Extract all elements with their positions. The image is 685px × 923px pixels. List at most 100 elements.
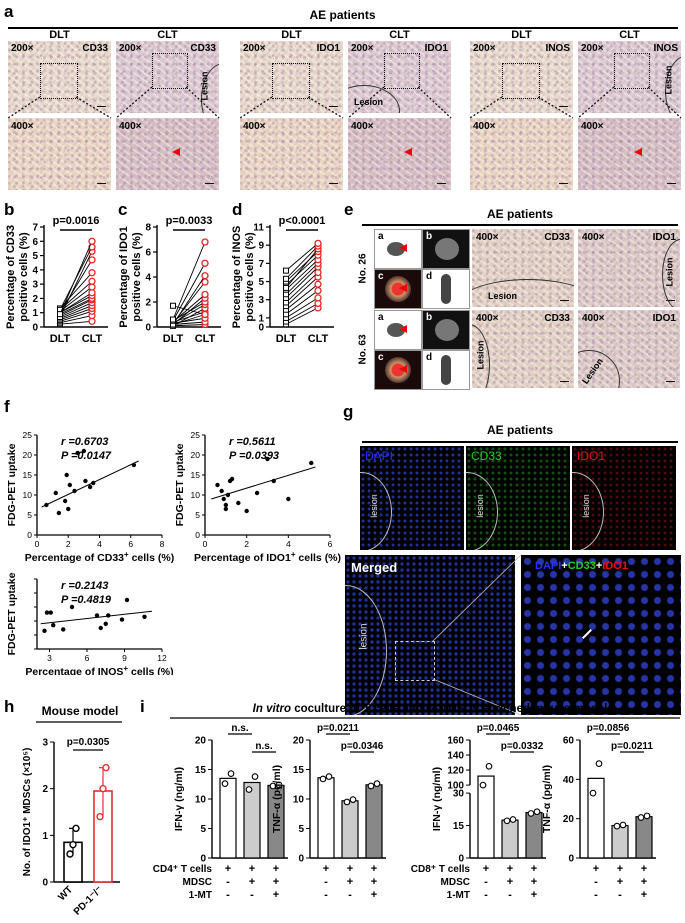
panel-f1-point-10 xyxy=(87,484,93,490)
panel-b-pair-line-9 xyxy=(59,292,93,314)
panel-e-case-1-ct-slice xyxy=(435,319,459,341)
panel-i-3-point-2-0 xyxy=(637,814,645,821)
panel-e-case-0-pet-2: c xyxy=(374,269,422,309)
panel-a-1-dlt-roi xyxy=(272,63,310,99)
panel-a-1-arrow-icon xyxy=(404,148,412,156)
panel-c-ytick-label-2: 4 xyxy=(145,273,151,284)
panel-f1-r: r =0.6703 xyxy=(61,436,108,448)
panel-f1-xtick-label-0: 0 xyxy=(35,539,40,549)
panel-i-2-sign-1-0: - xyxy=(484,876,488,888)
panel-i-2-point-2-0 xyxy=(527,810,535,817)
panel-i-2-sign-2-2: + xyxy=(531,889,537,901)
panel-f2-ytick-label-0: 0 xyxy=(195,530,200,540)
panel-d-ytick-label-2: 3 xyxy=(258,295,264,306)
panel-i-cd8-row-1: MDSC xyxy=(441,877,470,888)
panel-e-case-0-fusion-slice xyxy=(385,276,411,302)
panel-i-0-point-1-1 xyxy=(251,773,259,780)
panel-a-2-clt-400-scalebar xyxy=(667,182,676,184)
panel-a-1-left-label: DLT xyxy=(281,29,302,41)
panel-a-2-dlt-400-mag: 400× xyxy=(473,121,496,132)
panel-a-1-clt-400-texture xyxy=(348,118,451,190)
panel-i-3-sign-0-0: + xyxy=(593,863,599,875)
panel-d-pair-line-3 xyxy=(285,290,319,315)
panel-i-1-sig-label-0: p=0.0211 xyxy=(317,723,359,734)
panel-a-1-dlt-400: 400× xyxy=(240,118,343,190)
panel-a-2-dlt-200-scalebar xyxy=(559,105,568,107)
panel-i-3-sign-2-0: - xyxy=(594,889,598,901)
panel-a-2-dlt-roi xyxy=(502,63,540,99)
panel-f3-point-12 xyxy=(142,614,147,619)
panel-f3-r: r =0.2143 xyxy=(61,580,108,592)
panel-c-clt-point-14 xyxy=(201,238,209,246)
panel-i-0-sign-1-2: + xyxy=(273,876,279,888)
panel-e-case-0-pet-0-label: a xyxy=(378,231,384,242)
panel-i-3-point-1-1 xyxy=(619,821,627,829)
panel-f3-p: P =0.4819 xyxy=(61,594,112,606)
panel-d-ytick-label-1: 1 xyxy=(258,313,264,324)
panel-f1-ytick-label-0: 0 xyxy=(27,530,32,540)
panel-e-case-0-pet-1: b xyxy=(422,229,470,269)
panel-c-pair-line-8 xyxy=(172,297,206,325)
panel-b-ytick-label-4: 4 xyxy=(32,265,38,276)
panel-i-3-bar-1 xyxy=(611,824,629,859)
panel-e-case-1-fusion-slice xyxy=(385,357,411,383)
panel-b-xcat-0: DLT xyxy=(50,333,71,345)
panel-f1-fit-line xyxy=(41,460,139,508)
panel-i-1-bar-1 xyxy=(341,800,359,859)
panel-e-case-0-ct-slice xyxy=(435,238,459,260)
panel-i-2-ytick-label-0: 0 xyxy=(458,854,464,865)
panel-e-case-0-ihc-0: 400× CD33 Lesion xyxy=(472,229,574,307)
panel-d-pair-line-9 xyxy=(285,259,319,291)
panel-i-3-point-0-1 xyxy=(595,760,603,767)
panel-i-2-ytick-label-1: 15 xyxy=(453,821,465,832)
panel-f2-ytick-label-5: 25 xyxy=(191,430,201,440)
panel-d-pair-line-1 xyxy=(285,302,319,322)
panel-c-dlt-point-10 xyxy=(170,302,176,309)
panel-i-2-sig-label-1: p=0.0332 xyxy=(501,741,544,752)
panel-f1-ylabel: FDG-PET uptake xyxy=(6,443,18,526)
panel-e-case-0-ihc-1-mag: 400× xyxy=(582,232,605,243)
panel-g-title: AE patients xyxy=(486,423,553,437)
panel-g-title-rule xyxy=(362,441,678,443)
panel-d-pair-line-4 xyxy=(285,283,319,311)
panel-a-0-dlt-400: 400× xyxy=(8,118,111,190)
panel-a-0-lesion-label: Lesion xyxy=(199,71,210,101)
panel-h-point-0-2 xyxy=(72,824,80,833)
panel-a-2-right-label: CLT xyxy=(619,29,640,41)
panel-e-case-1-ihc-0-mag: 400× xyxy=(476,313,499,324)
panel-d-pair-line-14 xyxy=(285,243,319,271)
panel-f1-xlabel: Percentage of CD33+ cells (%) xyxy=(25,550,174,564)
panel-b-ytick-label-1: 1 xyxy=(32,308,38,319)
panel-c-pair-line-9 xyxy=(172,294,206,323)
panel-b-pair-line-10 xyxy=(59,286,93,312)
panel-i-title-italic: In vitro xyxy=(253,703,291,715)
panel-e-case-1-ihc-0: 400× CD33 Lesion xyxy=(472,310,574,388)
panel-f3-xlabel-suffix: cells (%) xyxy=(128,666,174,675)
panel-e-case-1-pet-2: c xyxy=(374,350,422,390)
panel-a-2-dlt-200-marker: INOS xyxy=(545,43,570,54)
panel-i-2-bar-0 xyxy=(477,775,495,859)
panel-e-lesion-label-0: Lesion xyxy=(488,291,518,301)
panel-i-1-sign-0-0: + xyxy=(323,863,329,875)
panel-label-f: f xyxy=(4,397,10,416)
panel-a-2-clt-roi xyxy=(614,53,650,89)
panel-b-pvalue: p=0.0016 xyxy=(53,215,100,227)
panel-i-1-point-0-1 xyxy=(325,773,333,780)
panel-b-ytick-label-6: 6 xyxy=(32,237,38,248)
panel-b-clt-point-12 xyxy=(88,269,96,277)
panel-c-pvalue: p=0.0033 xyxy=(166,215,213,227)
panel-b-ylabel-1: Percentage of CD33 xyxy=(5,225,17,329)
panel-g-merged-label: Merged xyxy=(351,560,398,575)
panel-i-2-point-1-1 xyxy=(509,816,517,823)
panel-i-0-point-2-0 xyxy=(269,782,277,790)
panel-e-case-1-mip xyxy=(441,355,451,385)
panel-i-1-sign-0-1: + xyxy=(347,863,353,875)
panel-b-ytick-label-2: 2 xyxy=(32,294,38,305)
panel-i-1-ytick-label-2: 10 xyxy=(293,795,305,806)
panel-i-3-ytick-label-1: 20 xyxy=(563,814,575,825)
panel-a-1-clt-200-marker: IDO1 xyxy=(424,43,448,54)
panel-e-case-0-pet-0: a xyxy=(374,229,422,269)
panel-f2-xtick-label-0: 0 xyxy=(203,539,208,549)
panel-i-3-bar-0 xyxy=(587,777,605,859)
panel-i-1-point-0-0 xyxy=(319,775,327,783)
